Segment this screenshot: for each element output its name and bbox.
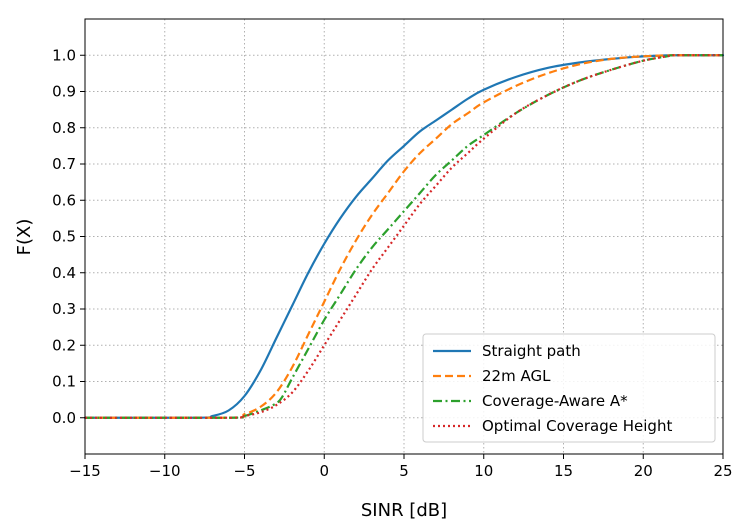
y-tick-label: 0.7	[52, 155, 76, 173]
x-tick-label: 20	[634, 462, 653, 480]
x-tick-label: 10	[474, 462, 493, 480]
x-tick-label: −5	[233, 462, 255, 480]
y-tick-label: 0.1	[52, 373, 76, 391]
y-tick-label: 0.5	[52, 228, 76, 246]
y-tick-label: 0.4	[52, 264, 76, 282]
x-tick-label: 15	[554, 462, 573, 480]
x-tick-label: −15	[69, 462, 101, 480]
series-line-optimal-coverage-height	[85, 54, 723, 419]
legend-label-22m-agl: 22m AGL	[482, 367, 551, 385]
series-line-coverage-aware-a	[85, 54, 723, 419]
axis-ticks: −15 −10 −5 0 5 10 15 20 25 0.0 0.1 0.2 0.3 0.4 0.5 0.6 0…	[52, 46, 732, 480]
series-line-straight-path	[83, 54, 725, 419]
series-lines	[83, 54, 725, 419]
y-tick-label: 0.0	[52, 409, 76, 427]
legend-label-coverage-aware-a: Coverage-Aware A*	[482, 392, 628, 410]
legend-box	[422, 333, 716, 443]
x-tick-label: 0	[319, 462, 329, 480]
y-axis-label: F(X)	[14, 219, 35, 256]
y-tick-label: 0.8	[52, 119, 76, 137]
x-axis-label: SINR [dB]	[361, 500, 447, 521]
series-line-22m-agl	[85, 54, 723, 419]
x-tick-label: −10	[149, 462, 181, 480]
x-tick-label: 25	[713, 462, 732, 480]
legend-label-straight-path: Straight path	[482, 342, 581, 360]
y-tick-label: 0.6	[52, 191, 76, 209]
legend: Straight path 22m AGL Coverage-Aware A* Opt…	[422, 333, 716, 443]
legend-label-optimal-coverage-height: Optimal Coverage Height	[482, 417, 672, 435]
x-tick-label: 5	[399, 462, 409, 480]
y-tick-label: 0.2	[52, 336, 76, 354]
y-tick-label: 0.9	[52, 83, 76, 101]
y-tick-label: 1.0	[52, 46, 76, 64]
y-tick-label: 0.3	[52, 300, 76, 318]
